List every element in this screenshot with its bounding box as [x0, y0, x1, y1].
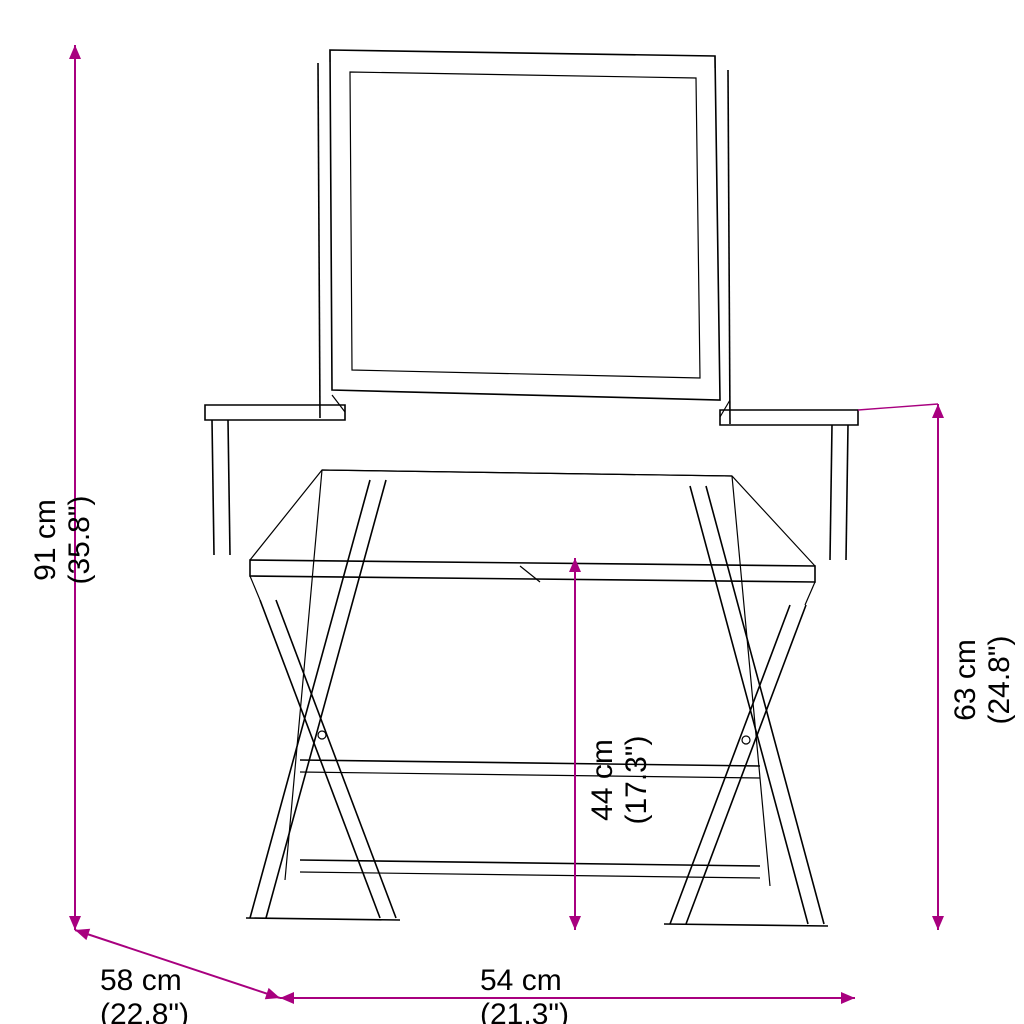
label-height-total: 91 cm(35.8") [29, 495, 96, 584]
label-width: 54 cm(21.3") [480, 964, 569, 1024]
label-height-total-cm: 91 cm [29, 499, 62, 581]
label-depth-in: (22.8") [100, 998, 189, 1024]
label-height-arm-cm: 63 cm [949, 639, 982, 721]
dim-line-height-seat [569, 558, 581, 930]
dimension-lines [69, 45, 944, 1004]
label-height-arm: 63 cm(24.8") [949, 635, 1016, 724]
label-height-total-in: (35.8") [63, 495, 96, 584]
chair-drawing [205, 50, 858, 926]
label-depth: 58 cm(22.8") [100, 964, 189, 1024]
dimension-labels: 91 cm(35.8") 63 cm(24.8") 44 cm(17.3") 58 c… [29, 495, 1016, 1024]
label-height-seat-cm: 44 cm [586, 739, 619, 821]
label-height-seat-in: (17.3") [620, 735, 653, 824]
label-height-seat: 44 cm(17.3") [586, 735, 653, 824]
label-depth-cm: 58 cm [100, 964, 182, 997]
dim-line-height-arm [932, 404, 944, 930]
label-height-arm-in: (24.8") [983, 635, 1016, 724]
label-width-in: (21.3") [480, 998, 569, 1024]
dim-line-height-total [69, 45, 81, 930]
label-width-cm: 54 cm [480, 964, 562, 997]
dimension-diagram: 91 cm(35.8") 63 cm(24.8") 44 cm(17.3") 58 c… [0, 0, 1024, 1024]
